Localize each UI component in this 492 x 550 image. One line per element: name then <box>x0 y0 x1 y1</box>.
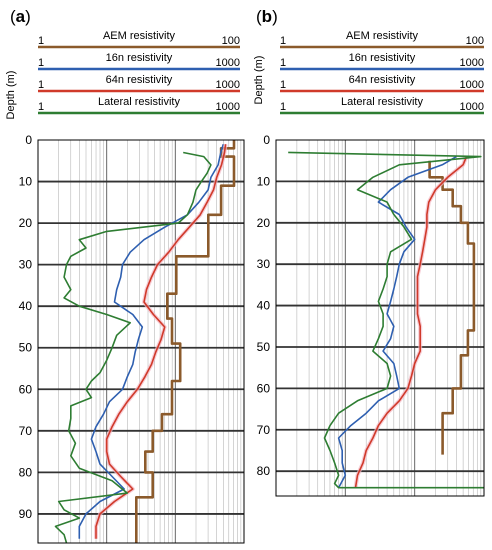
y-tick-label: 0 <box>25 133 32 147</box>
legend: AEM resistivity 1 100 16n resistivity 1 1000 6… <box>38 30 240 115</box>
panel-letter: a <box>16 7 26 26</box>
y-tick-label: 30 <box>257 257 271 271</box>
legend-max: 100 <box>466 35 484 47</box>
y-tick-label: 50 <box>257 340 271 354</box>
legend-label: 64n resistivity <box>349 74 416 86</box>
y-tick-label: 60 <box>257 381 271 395</box>
series-line-lateral-resistivity <box>288 151 484 489</box>
y-tick-label: 10 <box>19 175 33 189</box>
y-tick-label: 70 <box>19 424 33 438</box>
legend-label: AEM resistivity <box>103 30 176 42</box>
data-lines <box>54 140 236 544</box>
legend-label: 64n resistivity <box>106 74 173 86</box>
series-line-64n-resistivity <box>354 156 468 488</box>
legend-min: 1 <box>38 101 44 113</box>
legend-max: 1000 <box>216 101 240 113</box>
panel-label: (a) <box>10 7 31 26</box>
legend-max: 100 <box>222 35 240 47</box>
legend-min: 1 <box>38 57 44 69</box>
series-line-aem-resistivity <box>428 160 476 455</box>
series-line-16n-resistivity <box>337 155 457 489</box>
y-tick-label: 20 <box>257 216 271 230</box>
legend-max: 1000 <box>216 79 240 91</box>
plot-frame <box>275 139 485 497</box>
y-axis-label: Depth (m) <box>253 56 265 105</box>
legend-min: 1 <box>280 35 286 47</box>
legend-label: Lateral resistivity <box>341 96 423 108</box>
legend-min: 1 <box>280 101 286 113</box>
grid <box>37 139 244 543</box>
legend: AEM resistivity 1 100 16n resistivity 1 1000 6… <box>280 30 484 115</box>
legend-max: 1000 <box>460 79 484 91</box>
legend-label: Lateral resistivity <box>98 96 180 108</box>
y-tick-label: 80 <box>257 464 271 478</box>
legend-min: 1 <box>280 79 286 91</box>
series-line-aem-resistivity <box>135 140 236 543</box>
series-line-64n-resistivity <box>95 144 227 539</box>
legend-label: AEM resistivity <box>346 30 419 42</box>
y-tick-label: 30 <box>19 258 33 272</box>
y-ticks: 0 10 20 30 40 50 60 70 80 <box>257 133 271 478</box>
y-tick-label: 90 <box>19 507 33 521</box>
y-tick-label: 10 <box>257 174 271 188</box>
series-line-16n-resistivity <box>78 143 225 539</box>
plot-frame <box>37 139 245 544</box>
y-ticks: 0 10 20 30 40 50 60 70 80 90 <box>19 133 33 521</box>
legend-min: 1 <box>38 79 44 91</box>
legend-label: 16n resistivity <box>349 52 416 64</box>
grid <box>275 139 484 496</box>
data-lines <box>288 151 484 489</box>
legend-min: 1 <box>280 57 286 69</box>
panel-label: (b) <box>256 7 278 26</box>
legend-max: 1000 <box>460 57 484 69</box>
y-tick-label: 50 <box>19 341 33 355</box>
legend-min: 1 <box>38 35 44 47</box>
y-tick-label: 80 <box>19 465 33 479</box>
y-axis-label: Depth (m) <box>5 71 17 120</box>
legend-label: 16n resistivity <box>106 52 173 64</box>
legend-max: 1000 <box>216 57 240 69</box>
y-tick-label: 20 <box>19 216 33 230</box>
series-line-lateral-resistivity <box>54 151 212 544</box>
y-tick-label: 60 <box>19 382 33 396</box>
legend-max: 1000 <box>460 101 484 113</box>
y-tick-label: 40 <box>19 299 33 313</box>
y-tick-label: 0 <box>263 133 270 147</box>
y-tick-label: 40 <box>257 299 271 313</box>
y-tick-label: 70 <box>257 423 271 437</box>
panel-letter: b <box>262 7 272 26</box>
